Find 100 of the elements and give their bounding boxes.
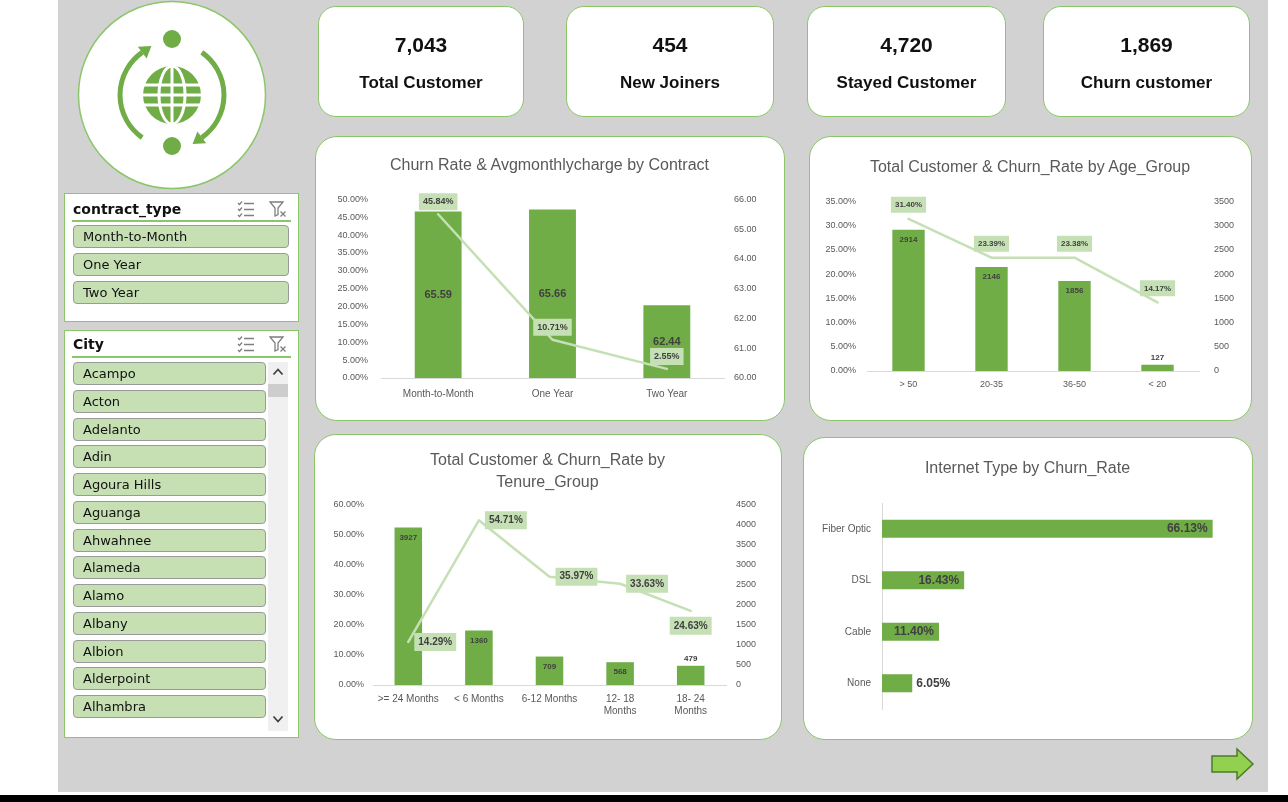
y-tick-label: 25.00%	[337, 283, 368, 294]
data-label: 3927	[399, 532, 418, 542]
data-label: 454	[651, 32, 689, 58]
y-tick-label: 40.00%	[333, 559, 364, 570]
bar	[882, 674, 913, 693]
category-label: Alderpoint	[73, 667, 266, 691]
y-tick-label: 20.00%	[825, 268, 856, 279]
data-label: 23.38%	[1060, 238, 1089, 248]
y2-tick-label: 65.00	[734, 223, 757, 234]
x-tick-label: < 6 Months	[454, 692, 504, 704]
category-label: Alamo	[73, 584, 266, 607]
y2-tick-label: 1500	[736, 619, 757, 630]
y2-tick-label: 3500	[1214, 195, 1235, 206]
chart-title: Churn Rate & Avgmonthlycharge by Contract	[389, 155, 710, 175]
category-label: Adelanto	[73, 417, 266, 441]
x-tick-label: Month-to-Month	[402, 387, 474, 399]
y-tick-label: Fiber Optic	[822, 522, 871, 534]
text: contract_type	[73, 200, 182, 218]
category-label: Albany	[73, 611, 266, 635]
data-label: 709	[542, 661, 557, 671]
category-label: Month-to-Month	[73, 225, 289, 248]
y2-tick-label: 60.00	[734, 372, 757, 383]
bar	[606, 662, 634, 685]
y-tick-label: 30.00%	[337, 265, 368, 276]
data-label: 1856	[1065, 286, 1084, 296]
y2-tick-label: 61.00	[734, 342, 757, 353]
x-tick-label: < 20	[1148, 378, 1167, 389]
y2-tick-label: 500	[736, 659, 752, 670]
chart-title: Total Customer & Churn_Rate by Age_Group	[868, 157, 1192, 177]
data-label: 11.40%	[893, 624, 935, 639]
y2-tick-label: 2500	[736, 579, 757, 590]
y-tick-label: 45.00%	[337, 211, 368, 222]
category-label: Alhambra	[73, 695, 266, 718]
y2-tick-label: 3500	[736, 539, 757, 550]
y-tick-label: 20.00%	[333, 619, 364, 630]
x-tick-label: Two Year	[646, 387, 689, 399]
data-label: 6.05%	[916, 675, 951, 690]
data-label: 35.97%	[559, 570, 594, 582]
y-tick-label: 35.00%	[825, 195, 856, 206]
data-label: 31.40%	[894, 200, 923, 210]
y2-tick-label: 4500	[736, 498, 757, 509]
y-tick-label: 5.00%	[830, 341, 856, 352]
bar	[465, 630, 493, 685]
y2-tick-label: 1500	[1214, 292, 1235, 303]
y-tick-label: 10.00%	[333, 649, 364, 660]
y-tick-label: 15.00%	[337, 318, 368, 329]
data-label: 14.29%	[418, 635, 453, 647]
y2-tick-label: 63.00	[734, 283, 757, 294]
data-label: 2146	[982, 272, 1001, 282]
y-tick-label: 50.00%	[333, 528, 364, 539]
y2-tick-label: 1000	[736, 639, 757, 650]
data-label: 23.39%	[977, 238, 1006, 248]
category-label: Albion	[73, 639, 266, 663]
y2-tick-label: 3000	[736, 559, 757, 570]
y2-tick-label: 0	[736, 679, 742, 690]
data-label: 65.59	[424, 287, 452, 300]
data-label: 7,043	[393, 32, 449, 58]
y2-tick-label: 4000	[736, 518, 757, 529]
y2-tick-label: 64.00	[734, 253, 757, 264]
y-tick-label: 5.00%	[342, 354, 368, 365]
category-label: Adin	[73, 445, 266, 469]
y-tick-label: 0.00%	[342, 372, 368, 383]
y-tick-label: 30.00%	[333, 589, 364, 600]
data-label: 127	[1150, 353, 1165, 363]
y-tick-label: 25.00%	[825, 244, 856, 255]
category-label: Stayed Customer	[835, 72, 978, 94]
category-label: One Year	[73, 253, 289, 276]
y2-tick-label: 66.00	[734, 193, 757, 204]
y-tick-label: 10.00%	[825, 317, 856, 328]
y2-tick-label: 500	[1214, 341, 1230, 352]
data-label: 62.44	[653, 334, 682, 347]
bar	[1058, 281, 1091, 371]
x-tick-label: > 50	[899, 378, 918, 389]
y-tick-label: 0.00%	[338, 679, 364, 690]
data-label: 1360	[470, 635, 489, 645]
y-tick-label: 50.00%	[337, 193, 368, 204]
x-tick-label: >= 24 Months	[377, 692, 439, 704]
y-tick-label: 35.00%	[337, 247, 368, 258]
category-label: Aguanga	[73, 500, 266, 524]
data-label: 54.71%	[488, 514, 523, 526]
x-tick-label: 6-12 Months	[521, 692, 578, 704]
text: City	[73, 335, 104, 353]
y-tick-label: 0.00%	[830, 365, 856, 376]
x-tick-label: 12- 18 Months	[603, 692, 637, 716]
y-tick-label: 30.00%	[825, 220, 856, 231]
data-label: 10.71%	[537, 321, 568, 332]
bar	[676, 665, 705, 685]
data-label: 2.55%	[654, 350, 680, 361]
y-tick-label: 20.00%	[337, 301, 368, 312]
category-label: Total Customer	[358, 72, 484, 94]
category-label: Alameda	[73, 556, 266, 580]
bar	[1141, 364, 1174, 371]
data-label: 66.13%	[1166, 521, 1208, 536]
x-tick-label: One Year	[531, 387, 575, 399]
data-label: 568	[613, 667, 628, 677]
y-tick-label: 40.00%	[337, 229, 368, 240]
data-label: 16.43%	[918, 572, 960, 587]
bar	[975, 267, 1008, 371]
data-label: 33.63%	[630, 577, 665, 589]
data-label: 45.84%	[422, 196, 454, 207]
